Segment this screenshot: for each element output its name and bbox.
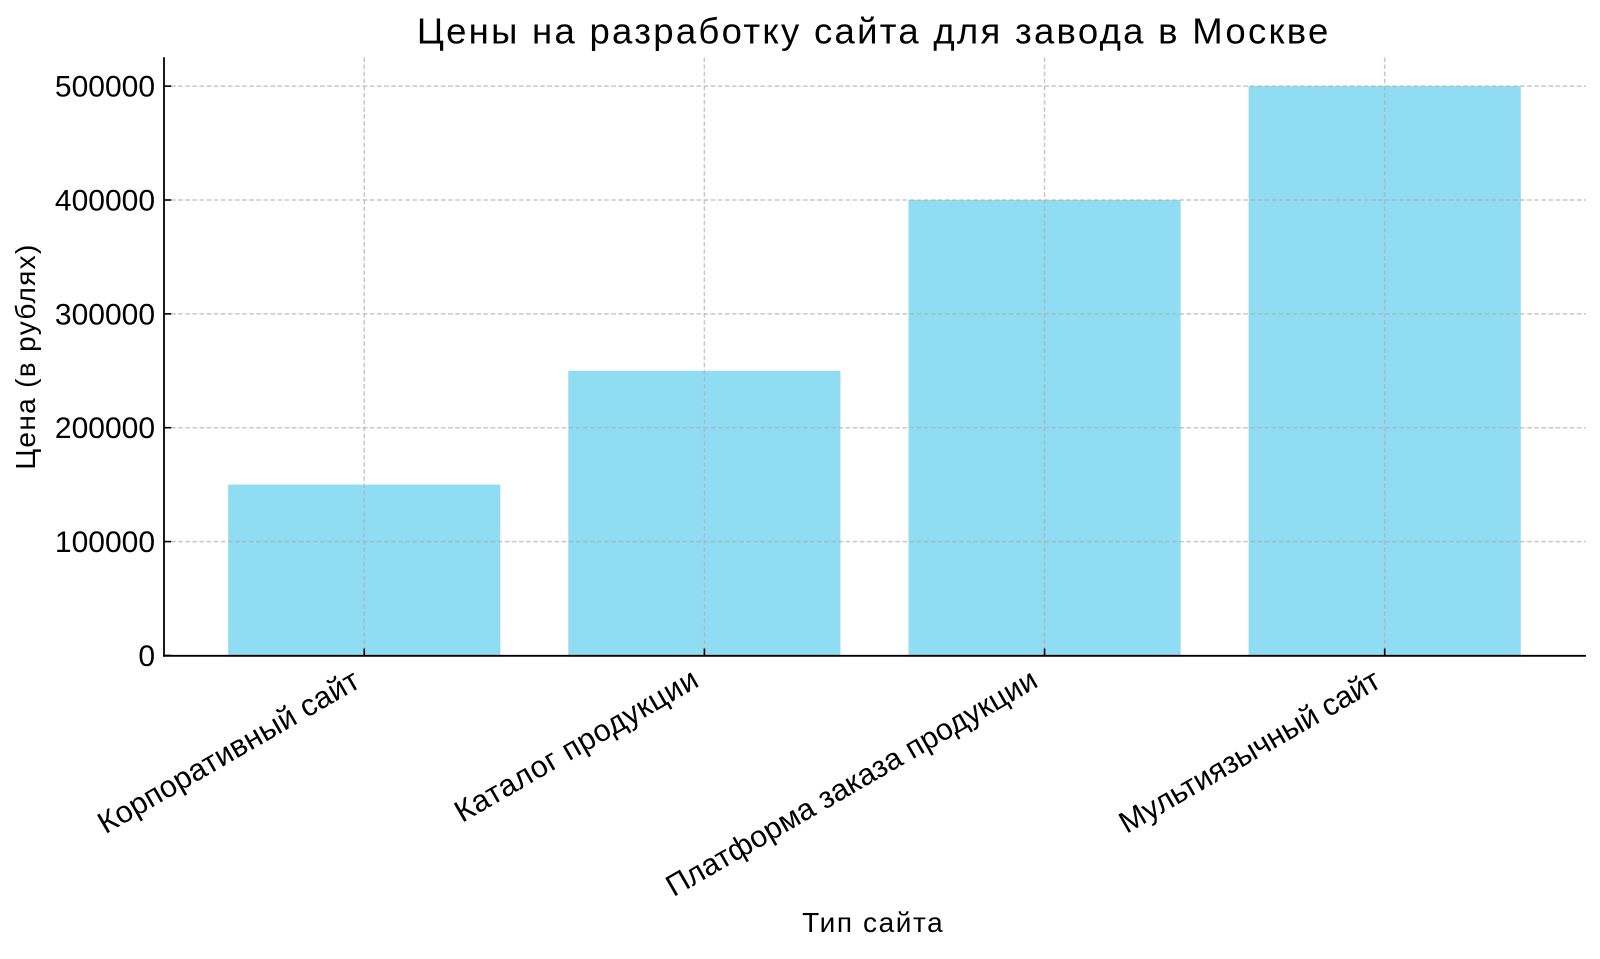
svg-text:400000: 400000	[55, 185, 155, 218]
svg-text:100000: 100000	[55, 526, 155, 559]
svg-text:Тип сайта: Тип сайта	[802, 907, 944, 938]
svg-text:0: 0	[138, 640, 155, 673]
svg-text:Цены на разработку сайта для з: Цены на разработку сайта для завода в Мо…	[417, 11, 1331, 52]
svg-text:200000: 200000	[55, 412, 155, 445]
svg-text:300000: 300000	[55, 298, 155, 331]
svg-text:Цена (в рублях): Цена (в рублях)	[10, 243, 41, 469]
svg-text:500000: 500000	[55, 71, 155, 104]
